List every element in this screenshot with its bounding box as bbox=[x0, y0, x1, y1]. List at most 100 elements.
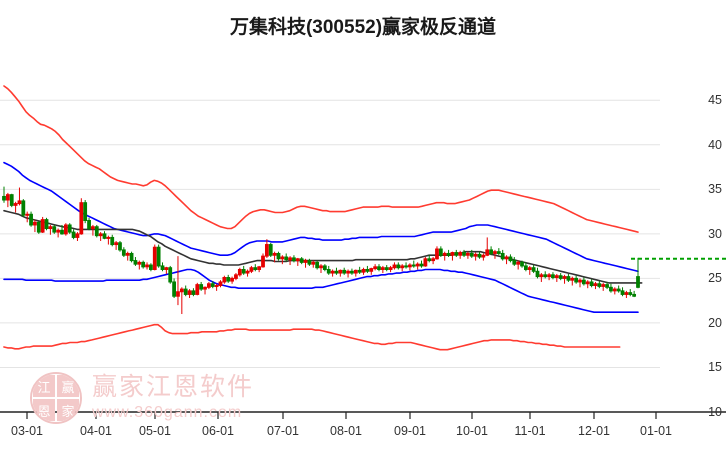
candle-body bbox=[110, 236, 115, 246]
candle-body-fill bbox=[362, 269, 365, 273]
candle-body bbox=[29, 213, 33, 226]
candle-body-fill bbox=[296, 258, 300, 261]
candle-body bbox=[609, 286, 613, 292]
x-axis-tick-label: 04-01 bbox=[80, 424, 112, 438]
candle-body-fill bbox=[539, 274, 543, 277]
candle-body bbox=[616, 288, 621, 292]
candle-body bbox=[2, 195, 6, 201]
candle-body-fill bbox=[331, 271, 334, 274]
candle-body bbox=[226, 277, 231, 282]
candle-body-fill bbox=[261, 256, 265, 267]
candle-body-fill bbox=[106, 237, 110, 239]
candle-body bbox=[365, 268, 370, 272]
candle-body bbox=[315, 261, 320, 269]
candle-body-fill bbox=[145, 265, 149, 267]
candle-body-fill bbox=[180, 289, 184, 292]
candle-body-fill bbox=[222, 277, 226, 282]
candle-body-fill bbox=[114, 242, 118, 245]
candle-body bbox=[566, 276, 571, 281]
candle-body bbox=[36, 221, 41, 233]
candle-body-fill bbox=[601, 284, 605, 287]
candle-body bbox=[253, 267, 258, 270]
candle-body-fill bbox=[613, 289, 617, 291]
candle-body-fill bbox=[400, 265, 404, 268]
candle-body-fill bbox=[99, 233, 103, 236]
candle-body bbox=[620, 290, 625, 295]
candle-body-fill bbox=[516, 262, 520, 265]
candle-body-fill bbox=[493, 251, 497, 254]
candle-body-fill bbox=[280, 257, 284, 259]
candle-body bbox=[404, 265, 408, 268]
candle-body-fill bbox=[219, 281, 222, 286]
candle-body-fill bbox=[528, 267, 532, 270]
candle-body-fill bbox=[64, 224, 68, 234]
candle-body bbox=[446, 252, 451, 256]
candle-body-fill bbox=[195, 284, 199, 295]
candle-body bbox=[543, 274, 548, 278]
candle-body bbox=[199, 284, 204, 290]
candle-body-fill bbox=[153, 247, 157, 270]
candle-body-fill bbox=[137, 262, 141, 265]
y-axis-tick-label: 30 bbox=[708, 226, 722, 241]
candle-body bbox=[469, 252, 474, 257]
candle-body-fill bbox=[230, 278, 234, 282]
candle-body bbox=[377, 266, 381, 270]
candle-body bbox=[87, 220, 91, 230]
candle-body bbox=[605, 284, 609, 288]
candle-body-fill bbox=[594, 283, 597, 286]
candle-body-fill bbox=[25, 214, 29, 216]
candle-body bbox=[574, 277, 579, 283]
candle-body bbox=[133, 260, 138, 265]
candle-body bbox=[342, 269, 347, 274]
candle-body-fill bbox=[485, 249, 489, 256]
candle-body bbox=[558, 275, 563, 279]
candle-body bbox=[589, 281, 594, 287]
candle-body-fill bbox=[203, 287, 207, 290]
candle-body-fill bbox=[91, 226, 95, 229]
candle-body bbox=[500, 252, 505, 260]
candle-body-fill bbox=[423, 258, 427, 266]
candle-body bbox=[129, 252, 134, 262]
candle-body-fill bbox=[458, 252, 462, 256]
candle-body-fill bbox=[505, 257, 508, 259]
candle-body bbox=[52, 226, 57, 233]
candle-body-fill bbox=[176, 291, 180, 297]
candle-body-fill bbox=[586, 281, 590, 284]
candle-body bbox=[334, 270, 339, 274]
y-axis-tick-label: 35 bbox=[708, 182, 722, 197]
candle-body-fill bbox=[393, 265, 396, 268]
candle-body bbox=[520, 261, 524, 267]
y-axis-tick-label: 10 bbox=[708, 405, 722, 419]
candle-body bbox=[71, 231, 76, 238]
candle-body-fill bbox=[14, 203, 17, 206]
candle-body-fill bbox=[304, 260, 307, 263]
candle-body-fill bbox=[49, 226, 52, 229]
candle-body-fill bbox=[570, 278, 574, 281]
candle-body bbox=[419, 263, 424, 267]
candle-body bbox=[524, 265, 528, 270]
candle-body bbox=[350, 270, 354, 274]
candle-body bbox=[326, 268, 331, 274]
candle-body bbox=[94, 226, 99, 237]
candle-body-fill bbox=[319, 265, 323, 268]
candle-body-fill bbox=[431, 258, 435, 261]
candle-body bbox=[118, 242, 122, 251]
candle-body bbox=[454, 252, 459, 256]
candle-body-fill bbox=[234, 274, 238, 279]
candle-body bbox=[508, 256, 513, 262]
channel-line bbox=[3, 85, 639, 233]
candle-body-fill bbox=[246, 271, 249, 274]
candle-body bbox=[241, 268, 246, 274]
y-axis-tick-label: 15 bbox=[708, 360, 722, 375]
candle-body bbox=[357, 269, 362, 273]
candle-body bbox=[276, 252, 281, 260]
candle-body bbox=[191, 290, 196, 295]
candle-body-fill bbox=[126, 253, 130, 256]
candle-body-fill bbox=[435, 249, 439, 259]
candle-body bbox=[284, 256, 289, 261]
page-title: 万集科技(300552)赢家极反通道 bbox=[229, 17, 497, 38]
candle-body-fill bbox=[41, 219, 45, 233]
y-axis-tick-label: 40 bbox=[708, 137, 722, 152]
